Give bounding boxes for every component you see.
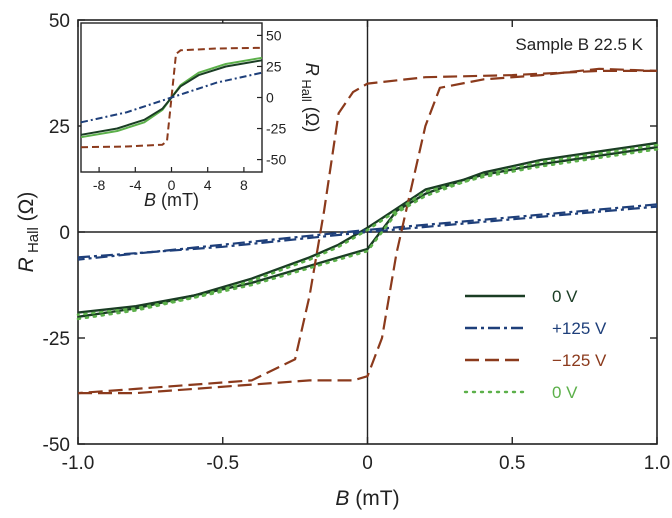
y-tick-label: 0 bbox=[59, 223, 70, 244]
x-tick-label: 1.0 bbox=[644, 453, 670, 474]
inset-y-axis-label: R Hall (Ω) bbox=[299, 63, 322, 132]
legend: 0 V +125 V −125 V 0 V bbox=[463, 287, 607, 402]
legend-label: −125 V bbox=[552, 351, 607, 370]
inset-series-3 bbox=[80, 71, 263, 124]
inset-y-tick-label: -50 bbox=[266, 152, 286, 168]
inset-y-axis-label-unit: (Ω) bbox=[302, 102, 322, 132]
x-tick-label: 0 bbox=[362, 453, 373, 474]
y-axis-label: R Hall (Ω) bbox=[15, 192, 42, 273]
inset-y-axis-label-subscript: Hall bbox=[299, 76, 314, 102]
inset-x-tick-label: 8 bbox=[240, 177, 248, 193]
sample-annotation: Sample B 22.5 K bbox=[515, 35, 643, 54]
legend-label: 0 V bbox=[552, 383, 578, 402]
inset-y-tick-label: 50 bbox=[266, 27, 282, 43]
inset-x-axis-label: B (mT) bbox=[144, 190, 199, 210]
series-2 bbox=[77, 67, 658, 395]
legend-label: +125 V bbox=[552, 319, 607, 338]
inset-y-tick-label: 25 bbox=[266, 58, 282, 74]
y-axis-label-unit: (Ω) bbox=[15, 192, 38, 228]
x-tick-label: -1.0 bbox=[62, 453, 95, 474]
inset-y-tick-label: 0 bbox=[266, 90, 274, 106]
inset-x-tick-label: 0 bbox=[168, 177, 176, 193]
series-0-branch-1 bbox=[77, 141, 658, 314]
inset-x-tick-label: -4 bbox=[129, 177, 142, 193]
y-axis-label-symbol: R bbox=[15, 257, 38, 272]
y-tick-label: -25 bbox=[43, 329, 70, 350]
inset-x-axis-label-symbol: B bbox=[144, 190, 156, 210]
inset-y-tick-label: -25 bbox=[266, 121, 286, 137]
x-axis-label: B (mT) bbox=[335, 487, 399, 510]
inset-plot: -8 -4 0 4 8 -50 -25 0 25 50 B (mT) R Hall (Ω) bbox=[80, 22, 322, 210]
legend-label: 0 V bbox=[552, 287, 578, 306]
inset-x-axis-label-unit: (mT) bbox=[156, 190, 199, 210]
series-3-branch-1 bbox=[76, 143, 659, 316]
series-0 bbox=[77, 141, 658, 318]
inset-x-tick-label: -8 bbox=[93, 177, 106, 193]
inset-x-tick-label: 4 bbox=[204, 177, 212, 193]
series-2-branch-1 bbox=[77, 69, 657, 395]
x-axis-label-unit: (mT) bbox=[349, 487, 399, 510]
y-tick-label: -50 bbox=[43, 435, 70, 456]
inset-series-0 bbox=[80, 46, 263, 149]
y-axis-label-subscript: Hall bbox=[25, 227, 42, 257]
series-1 bbox=[77, 203, 658, 261]
series-2-branch-0 bbox=[78, 67, 658, 395]
series-3 bbox=[76, 143, 659, 321]
y-tick-label: 50 bbox=[49, 11, 70, 32]
series-3-branch-0 bbox=[76, 148, 659, 321]
x-tick-label: 0.5 bbox=[499, 453, 525, 474]
y-tick-label: 25 bbox=[49, 117, 70, 138]
inset-y-axis-label-symbol: R bbox=[302, 63, 322, 76]
series-1-branch-1 bbox=[77, 203, 658, 261]
main-plot: -1.0 -0.5 0 0.5 1.0 -50 -25 0 25 50 B (mT) R Hall (… bbox=[15, 11, 670, 510]
x-tick-label: -0.5 bbox=[206, 453, 239, 474]
x-axis-label-symbol: B bbox=[335, 487, 349, 510]
